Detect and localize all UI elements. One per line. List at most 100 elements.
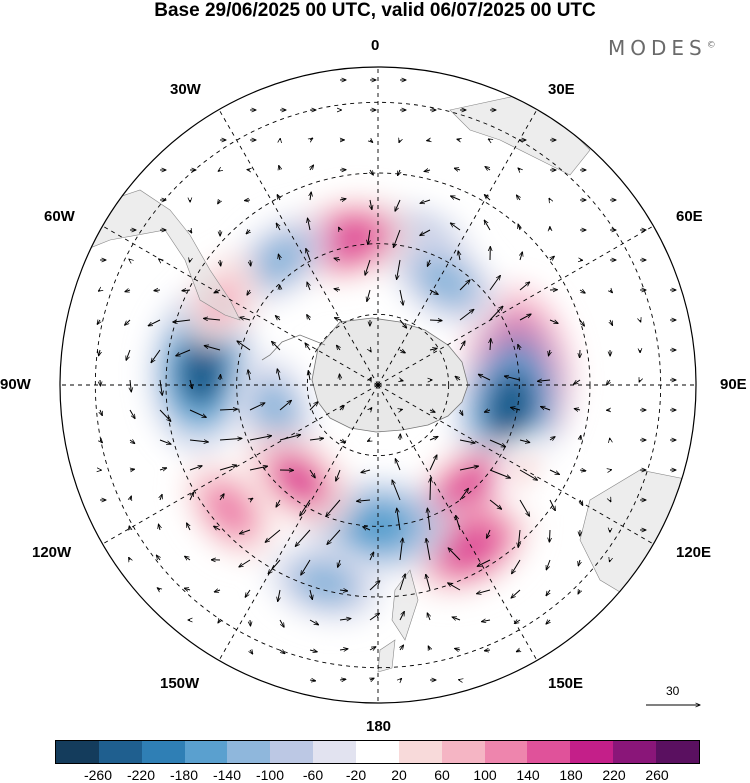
wind-vector [278, 589, 280, 602]
wind-vector [307, 315, 310, 321]
wind-vector [459, 341, 465, 351]
wind-vector [185, 556, 191, 560]
meridian-line [218, 384, 379, 661]
lon-label-60w: 60W [44, 208, 75, 225]
wind-vector [214, 290, 221, 293]
wind-vector [578, 559, 580, 566]
colorbar-tick-label: -180 [169, 767, 199, 783]
wind-vector [357, 500, 371, 501]
wind-vector [309, 619, 319, 625]
wind-vector [395, 199, 401, 211]
wind-vector [339, 590, 348, 591]
wind-vector [99, 349, 100, 356]
wind-vector [484, 195, 491, 201]
wind-vector [160, 494, 162, 501]
wind-vector [549, 437, 555, 440]
wind-vector [277, 369, 280, 381]
wind-vector [189, 440, 208, 442]
wind-vector [639, 380, 640, 382]
wind-vector [512, 559, 521, 574]
wind-vector [640, 320, 641, 322]
lon-label-30w: 30W [170, 81, 201, 98]
wind-vector [367, 289, 371, 302]
colorbar-swatch [313, 741, 357, 763]
wind-vector [457, 139, 460, 140]
meridian-line [102, 225, 379, 386]
wind-vector [300, 499, 311, 516]
meridian-line [218, 109, 379, 386]
lon-label-0: 0 [371, 37, 380, 54]
colorbar-tick-label: 260 [645, 767, 669, 783]
wind-vector [459, 280, 470, 291]
wind-vector [430, 478, 431, 501]
wind-vector [427, 613, 430, 621]
wind-vector [151, 349, 161, 363]
wind-vector [489, 306, 503, 321]
wind-vector [574, 409, 581, 410]
wind-vector [546, 620, 550, 624]
wind-vector [429, 348, 437, 350]
meridian-line [377, 384, 538, 661]
wind-vector [129, 557, 130, 560]
wind-vector [369, 647, 376, 650]
wind-vector [159, 259, 160, 260]
wind-vector [450, 223, 461, 231]
lon-label-90w: 90W [0, 376, 31, 393]
colorbar-tick-label: -100 [255, 767, 285, 783]
lon-label-90e: 90E [720, 376, 747, 393]
latitude-circle [236, 243, 520, 527]
wind-vector [400, 645, 404, 651]
wind-vector [541, 407, 551, 411]
wind-vector [218, 620, 220, 623]
wind-vector [580, 435, 581, 440]
wind-vector [310, 589, 312, 600]
anomaly-blob [346, 505, 410, 548]
wind-vector [237, 341, 251, 351]
wind-vector [574, 379, 581, 384]
wind-vector [129, 409, 135, 419]
wind-vector [511, 407, 521, 410]
wind-vector [610, 290, 612, 293]
wind-vector [189, 492, 194, 501]
wind-vector [400, 678, 402, 680]
wind-vector [365, 259, 371, 275]
wind-vector [129, 259, 130, 260]
wind-vector [176, 349, 191, 356]
colorbar-tick-label: 20 [391, 767, 407, 783]
wind-vector [250, 498, 253, 500]
colorbar-swatch [613, 741, 657, 763]
wind-vector [276, 223, 280, 231]
wind-vector [549, 469, 559, 474]
wind-vector [504, 376, 521, 381]
wind-vector [579, 290, 585, 293]
wind-vector [130, 379, 131, 392]
wind-vector [610, 500, 611, 502]
wind-vector [309, 680, 316, 681]
wind-vector [518, 529, 520, 547]
modes-logo: MODES© [608, 36, 716, 60]
wind-vector [549, 499, 555, 511]
wind-vector [278, 254, 280, 261]
wind-vector [549, 529, 550, 542]
wind-vector [363, 527, 371, 530]
wind-vector [326, 499, 341, 516]
new-zealand [377, 569, 419, 673]
wind-vector [307, 282, 310, 291]
wind-vector [308, 371, 310, 381]
wind-vector [459, 309, 474, 321]
wind-vector [455, 376, 461, 380]
wind-vector [549, 319, 558, 323]
wind-vector [424, 170, 431, 172]
anomaly-blob [273, 456, 324, 504]
antarctic-peninsula [261, 334, 326, 361]
colorbar [55, 740, 700, 764]
wind-vector [265, 529, 281, 542]
wind-vector [550, 256, 554, 260]
wind-vector [219, 494, 224, 501]
wind-vector [518, 344, 520, 351]
lon-label-120w: 120W [32, 544, 72, 561]
wind-vector [427, 259, 430, 266]
lon-label-120e: 120E [676, 544, 712, 561]
wind-vector [184, 588, 191, 590]
wind-vector [250, 619, 251, 626]
